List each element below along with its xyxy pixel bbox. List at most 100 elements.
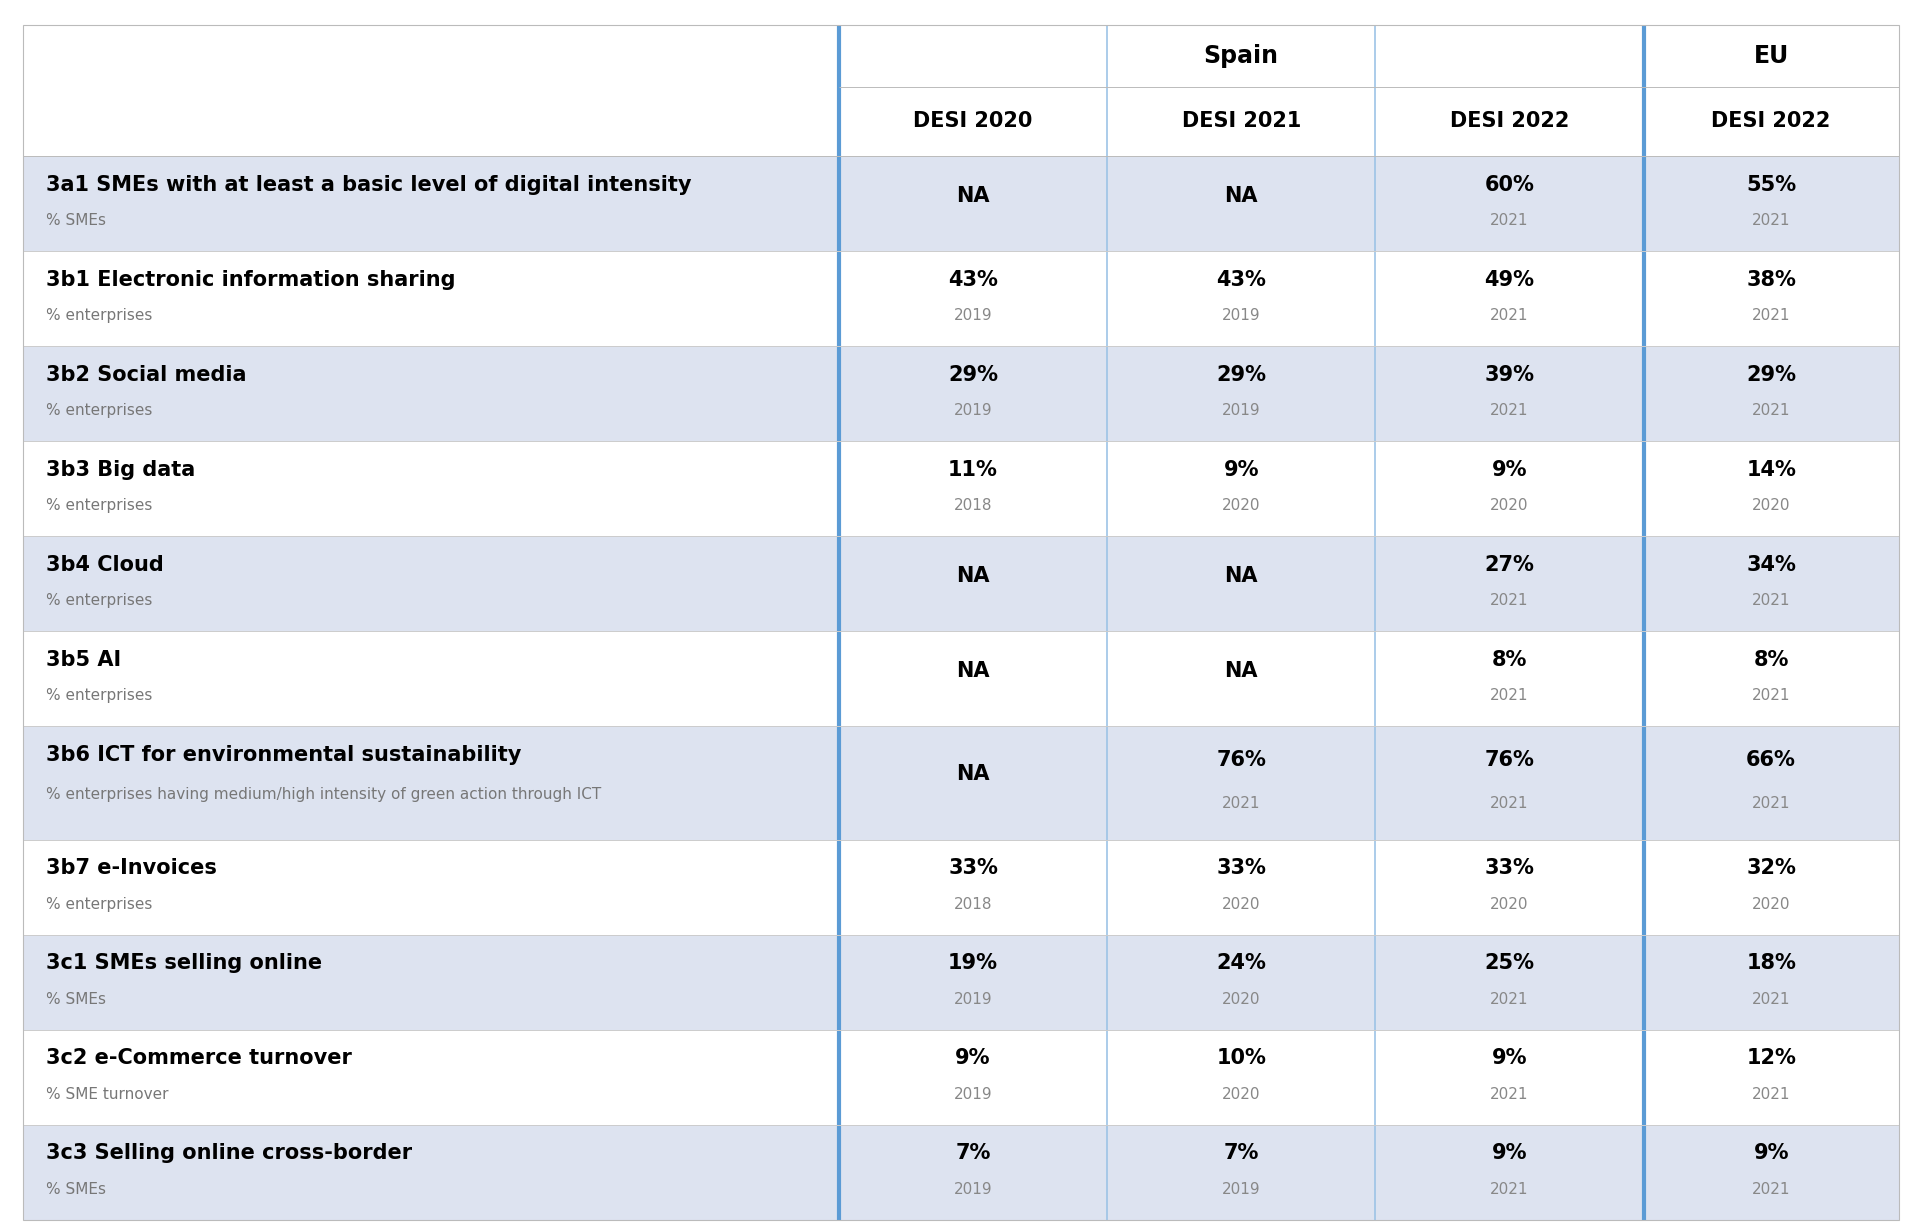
Text: 8%: 8% <box>1753 649 1790 670</box>
Text: % SME turnover: % SME turnover <box>46 1087 168 1101</box>
Text: 32%: 32% <box>1746 859 1795 878</box>
Text: 2019: 2019 <box>1221 1181 1261 1196</box>
Text: 2019: 2019 <box>953 1181 991 1196</box>
Text: 3b2 Social media: 3b2 Social media <box>46 365 247 384</box>
Text: 2020: 2020 <box>1221 1087 1261 1101</box>
Bar <box>23 441 1899 536</box>
Text: % SMEs: % SMEs <box>46 1181 105 1196</box>
Text: 2021: 2021 <box>1491 1087 1529 1101</box>
Text: NA: NA <box>1225 186 1257 206</box>
Text: 2021: 2021 <box>1751 403 1790 418</box>
Text: 3b6 ICT for environmental sustainability: 3b6 ICT for environmental sustainability <box>46 744 521 765</box>
Text: 18%: 18% <box>1746 954 1795 973</box>
Text: 33%: 33% <box>1215 859 1267 878</box>
Text: 9%: 9% <box>1753 1143 1790 1163</box>
Text: 12%: 12% <box>1746 1048 1795 1068</box>
Text: % SMEs: % SMEs <box>46 992 105 1007</box>
Text: 29%: 29% <box>1215 365 1267 384</box>
Text: 2019: 2019 <box>953 403 991 418</box>
Text: 3a1 SMEs with at least a basic level of digital intensity: 3a1 SMEs with at least a basic level of … <box>46 175 691 195</box>
Text: NA: NA <box>957 662 990 681</box>
Text: 66%: 66% <box>1746 750 1795 770</box>
Text: 29%: 29% <box>1746 365 1795 384</box>
Text: 2021: 2021 <box>1751 1181 1790 1196</box>
Text: 76%: 76% <box>1485 750 1535 770</box>
Text: 2021: 2021 <box>1491 689 1529 703</box>
Text: 49%: 49% <box>1485 270 1535 290</box>
Text: % enterprises: % enterprises <box>46 689 153 703</box>
Text: % enterprises having medium/high intensity of green action through ICT: % enterprises having medium/high intensi… <box>46 787 601 802</box>
Text: 3c2 e-Commerce turnover: 3c2 e-Commerce turnover <box>46 1048 352 1068</box>
Text: DESI 2022: DESI 2022 <box>1711 111 1832 132</box>
Text: 2019: 2019 <box>1221 403 1261 418</box>
Text: 2019: 2019 <box>1221 308 1261 323</box>
Text: 3b7 e-Invoices: 3b7 e-Invoices <box>46 859 216 878</box>
Text: 2020: 2020 <box>1751 897 1790 912</box>
Text: 24%: 24% <box>1215 954 1267 973</box>
Text: 2021: 2021 <box>1491 796 1529 811</box>
Text: 43%: 43% <box>1215 270 1267 290</box>
Text: DESI 2020: DESI 2020 <box>913 111 1034 132</box>
Text: % SMEs: % SMEs <box>46 213 105 228</box>
Text: 2021: 2021 <box>1751 308 1790 323</box>
Text: 14%: 14% <box>1746 460 1795 479</box>
Text: NA: NA <box>1225 565 1257 586</box>
Text: 2018: 2018 <box>953 897 991 912</box>
Text: 10%: 10% <box>1215 1048 1267 1068</box>
Text: 9%: 9% <box>1491 1048 1527 1068</box>
Text: DESI 2022: DESI 2022 <box>1449 111 1569 132</box>
Text: 7%: 7% <box>1223 1143 1259 1163</box>
Text: 2021: 2021 <box>1491 213 1529 228</box>
Text: 33%: 33% <box>947 859 997 878</box>
Text: Spain: Spain <box>1204 43 1279 68</box>
Text: 3c1 SMEs selling online: 3c1 SMEs selling online <box>46 954 322 973</box>
Text: 2021: 2021 <box>1751 213 1790 228</box>
Text: 9%: 9% <box>1491 460 1527 479</box>
Text: 2019: 2019 <box>953 308 991 323</box>
Text: 2021: 2021 <box>1751 689 1790 703</box>
Bar <box>23 536 1899 631</box>
Text: 25%: 25% <box>1485 954 1535 973</box>
Bar <box>23 726 1899 840</box>
Text: 2021: 2021 <box>1751 992 1790 1007</box>
Text: 3b5 AI: 3b5 AI <box>46 649 121 670</box>
Text: 2021: 2021 <box>1221 796 1261 811</box>
Bar <box>23 1125 1899 1220</box>
Text: 2020: 2020 <box>1491 498 1529 514</box>
Text: 2021: 2021 <box>1751 594 1790 609</box>
Bar <box>23 1030 1899 1125</box>
Bar <box>23 631 1899 726</box>
Text: NA: NA <box>957 565 990 586</box>
Text: 2021: 2021 <box>1491 308 1529 323</box>
Text: 2020: 2020 <box>1491 897 1529 912</box>
Text: 38%: 38% <box>1746 270 1795 290</box>
Text: 55%: 55% <box>1746 175 1795 195</box>
Text: 3b4 Cloud: 3b4 Cloud <box>46 554 165 574</box>
Text: 2020: 2020 <box>1221 897 1261 912</box>
Text: 2021: 2021 <box>1491 1181 1529 1196</box>
Text: 3b1 Electronic information sharing: 3b1 Electronic information sharing <box>46 270 456 290</box>
Text: 9%: 9% <box>1223 460 1259 479</box>
Text: 2020: 2020 <box>1751 498 1790 514</box>
Text: EU: EU <box>1753 43 1790 68</box>
Bar <box>23 840 1899 935</box>
Text: 2020: 2020 <box>1221 498 1261 514</box>
Text: 43%: 43% <box>947 270 997 290</box>
Bar <box>23 251 1899 346</box>
Text: % enterprises: % enterprises <box>46 308 153 323</box>
Text: 60%: 60% <box>1485 175 1535 195</box>
Text: DESI 2021: DESI 2021 <box>1181 111 1302 132</box>
Bar <box>23 25 1899 156</box>
Text: NA: NA <box>957 764 990 784</box>
Text: 7%: 7% <box>955 1143 991 1163</box>
Text: 19%: 19% <box>947 954 997 973</box>
Text: % enterprises: % enterprises <box>46 594 153 609</box>
Text: 8%: 8% <box>1491 649 1527 670</box>
Text: 2019: 2019 <box>953 992 991 1007</box>
Text: % enterprises: % enterprises <box>46 403 153 418</box>
Text: 2021: 2021 <box>1491 403 1529 418</box>
Text: 2021: 2021 <box>1491 594 1529 609</box>
Text: 27%: 27% <box>1485 554 1535 574</box>
Bar <box>23 346 1899 441</box>
Text: 33%: 33% <box>1485 859 1535 878</box>
